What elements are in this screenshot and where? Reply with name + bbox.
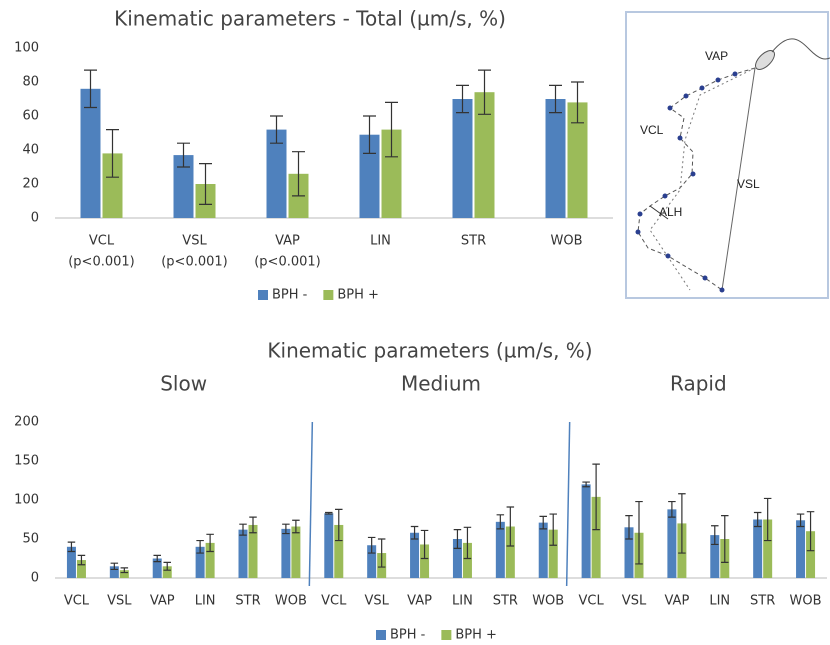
x-tick-label: VAP [664,594,689,609]
x-tick-label: WOB [550,234,582,249]
x-tick-label: LIN [709,594,730,609]
legend-swatch [441,630,451,640]
bar [81,89,101,218]
x-tick-label: STR [461,234,486,249]
y-tick-label: 0 [31,571,39,586]
x-tick-label: LIN [195,594,216,609]
x-tick-label: STR [750,594,775,609]
bar [796,520,805,578]
x-tick-label: VAP [407,594,432,609]
x-tick-label: STR [235,594,260,609]
x-tick-label: WOB [275,594,307,609]
y-tick-label: 40 [22,143,39,158]
figure: VAP VCL VSL ALH Kinematic parameters - T… [0,0,830,645]
bar [667,509,676,578]
x-tick-label: VSL [364,594,389,609]
legend-label: BPH - [390,628,426,643]
y-tick-label: 100 [14,493,39,508]
y-tick-label: 100 [14,41,39,56]
x-tick-label: LIN [452,594,473,609]
diagram-label: VAP [705,49,728,63]
y-tick-label: 80 [22,75,39,90]
group-label: Medium [401,372,481,396]
bar [239,530,248,578]
y-tick-label: 150 [14,454,39,469]
group-separator [309,422,312,586]
x-tick-note: (p<0.001) [68,255,135,270]
x-tick-label: VSL [107,594,132,609]
group-separator [567,422,570,586]
y-tick-label: 200 [14,415,39,430]
y-tick-label: 60 [22,109,39,124]
group-label: Rapid [670,372,727,396]
legend-label: BPH - [272,288,308,303]
x-tick-label: WOB [532,594,564,609]
bar [281,529,290,578]
legend-swatch [323,290,333,300]
diagram-label: VSL [737,177,760,191]
diagram-label: ALH [659,205,682,219]
x-tick-label: WOB [790,594,822,609]
x-tick-label: STR [493,594,518,609]
legend-swatch [258,290,268,300]
bar [453,99,473,218]
bar [546,99,566,218]
y-tick-label: 20 [22,177,39,192]
y-tick-label: 0 [31,211,39,226]
x-tick-label: VCL [89,234,115,249]
chart-title: Kinematic parameters - Total (µm/s, %) [114,7,506,31]
x-tick-note: (p<0.001) [161,255,228,270]
x-tick-label: VCL [64,594,90,609]
x-tick-label: VSL [622,594,647,609]
track-diagram: VAP VCL VSL ALH [626,12,830,298]
x-tick-label: VAP [275,234,300,249]
group-label: Slow [160,372,207,396]
x-tick-label: LIN [370,234,391,249]
legend-swatch [376,630,386,640]
x-tick-label: VSL [182,234,207,249]
x-tick-label: VCL [321,594,347,609]
x-tick-label: VCL [579,594,605,609]
bar [753,520,762,579]
bar [539,523,548,578]
bar [496,522,505,578]
y-tick-label: 50 [22,532,39,547]
bar [291,527,300,578]
bar [582,484,591,578]
legend-label: BPH + [455,628,497,643]
legend-label: BPH + [337,288,379,303]
x-tick-note: (p<0.001) [254,255,321,270]
x-tick-label: VAP [150,594,175,609]
chart-title: Kinematic parameters (µm/s, %) [267,339,592,363]
diagram-label: VCL [640,123,664,137]
bar [324,513,333,578]
